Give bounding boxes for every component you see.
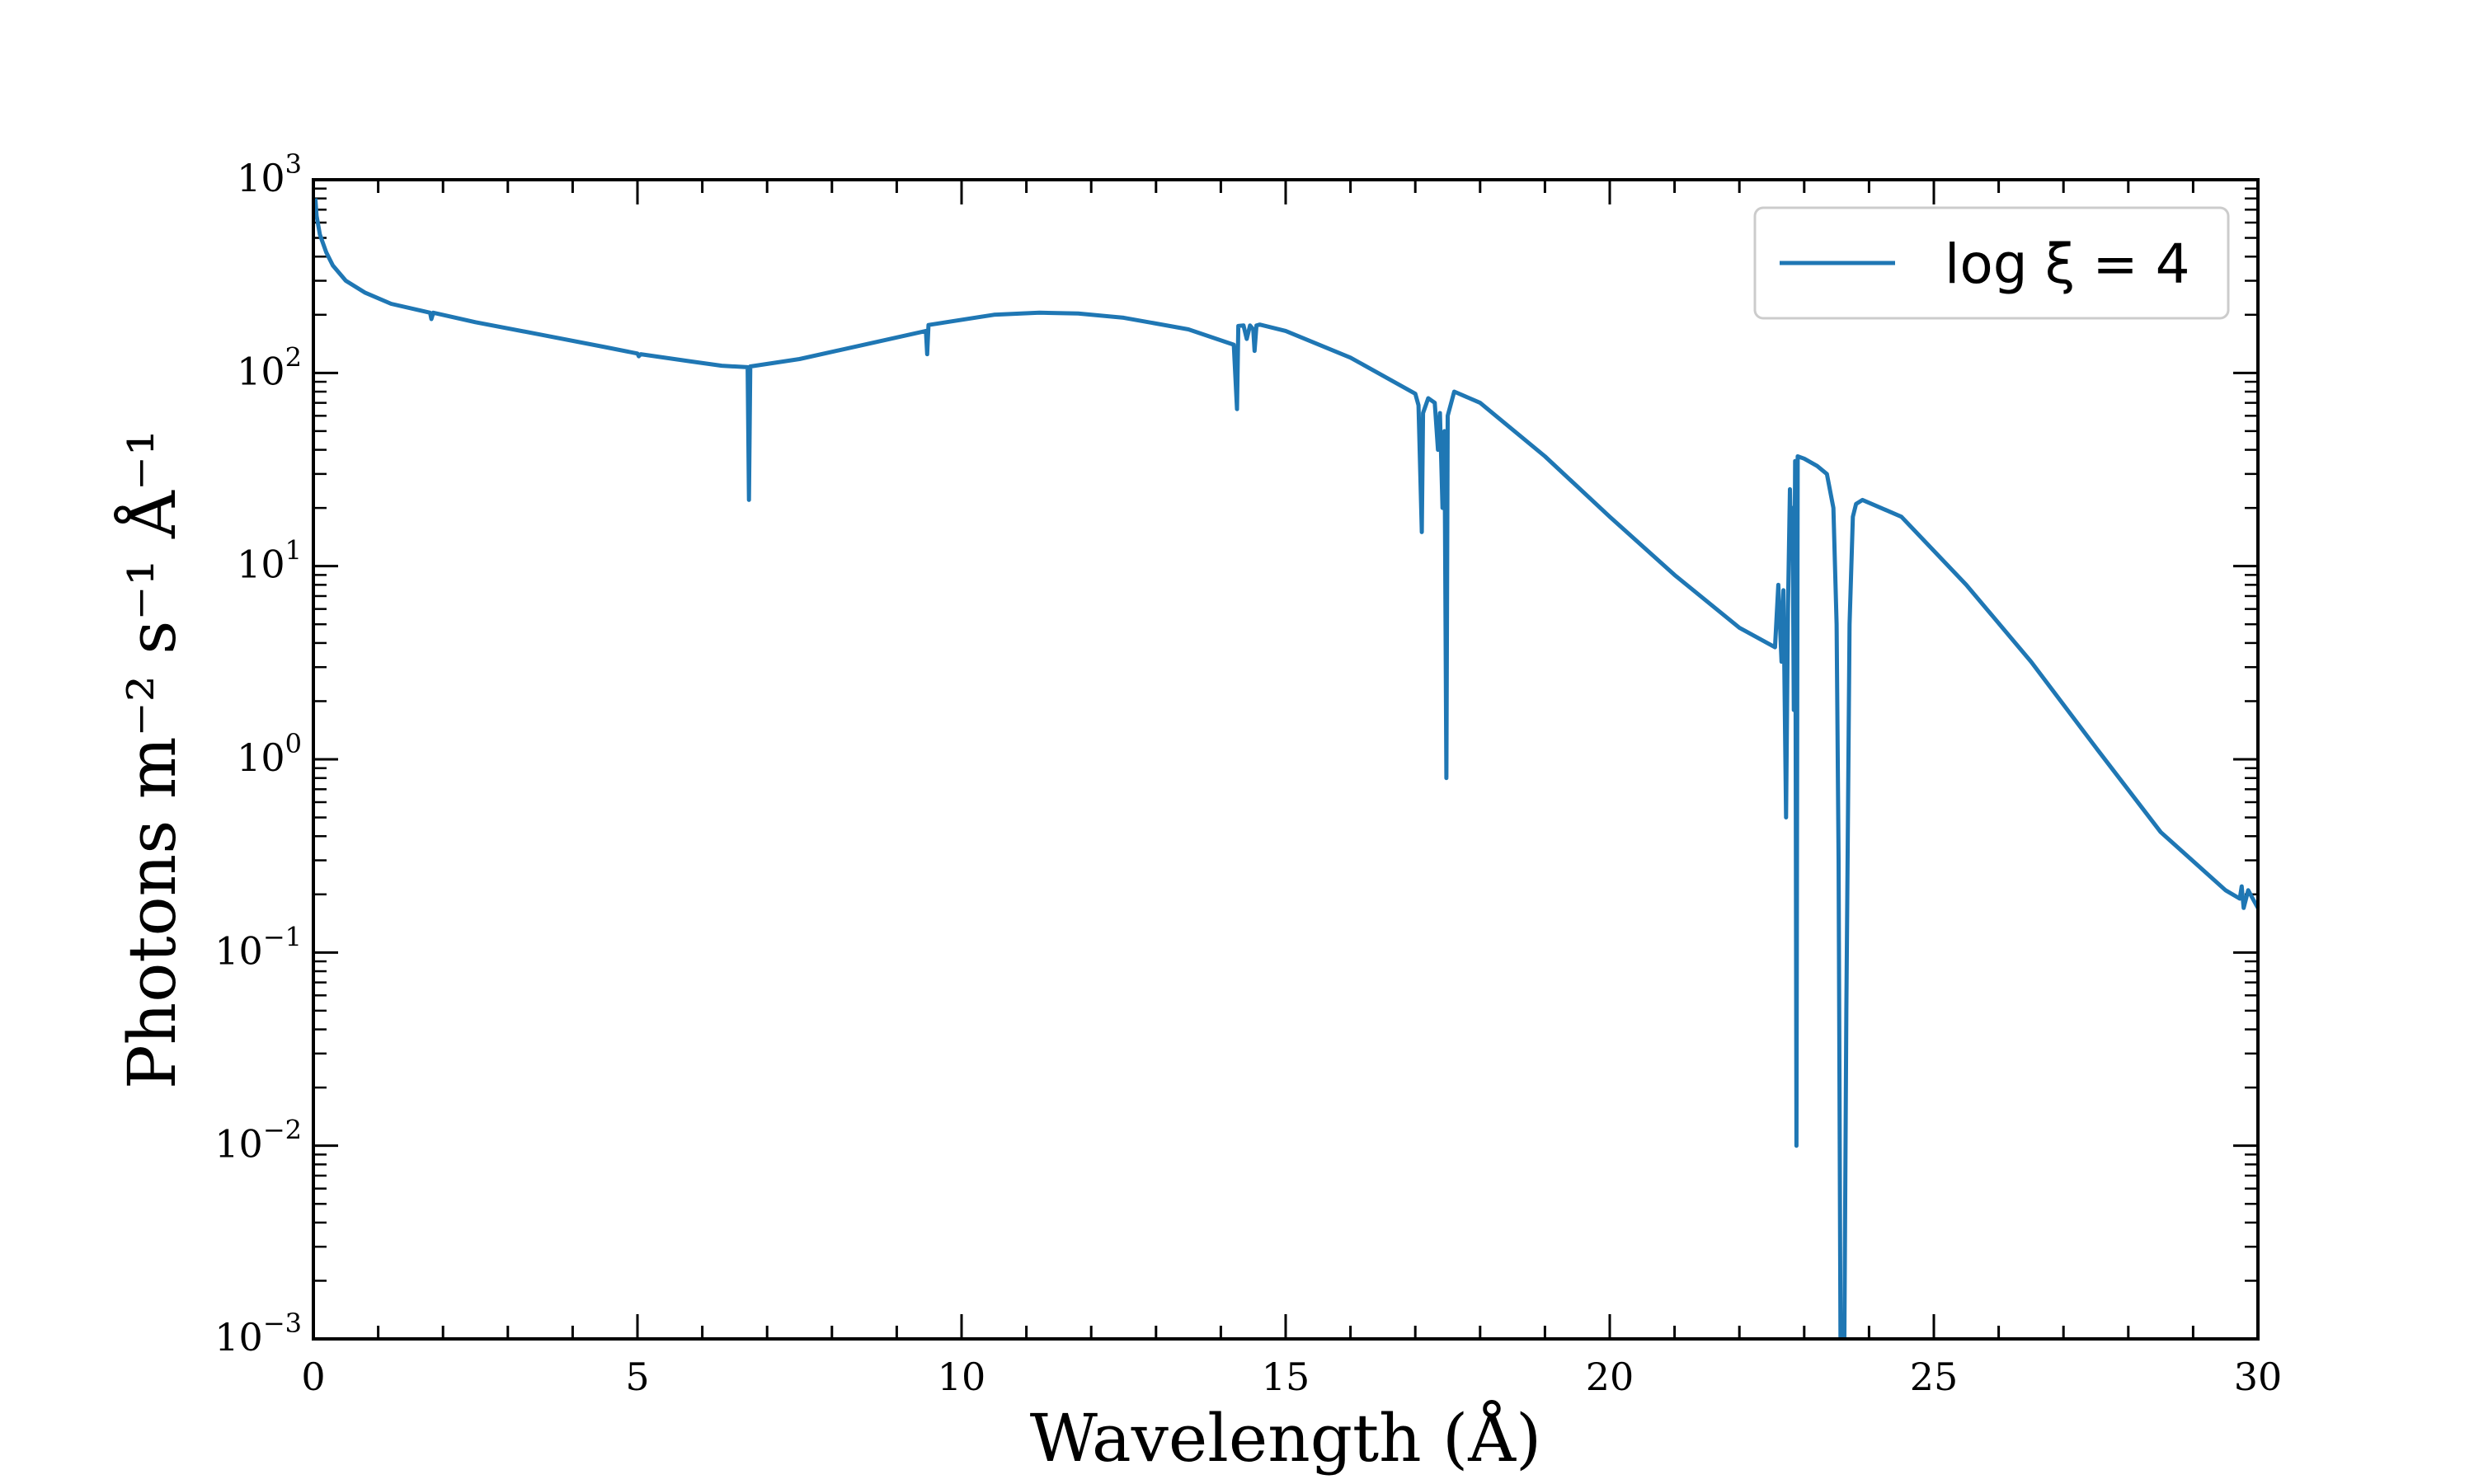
ticks-layer [312,178,2260,1341]
series-layer [313,198,2258,1339]
y-tick-exponent: −2 [263,1115,302,1146]
y-axis-label: Photons m⁻² s⁻¹ Å⁻¹ [113,430,190,1089]
y-tick-base: 10 [214,928,263,973]
x-axis-label: Wavelength (Å) [1030,1399,1541,1477]
legend-box [1753,206,2230,320]
x-tick-label: 10 [938,1355,986,1399]
y-tick-base: 10 [214,1122,263,1167]
x-tick-label: 5 [625,1355,649,1399]
y-tick-label: 10−3 [214,1308,302,1360]
y-tick-label: 10−2 [214,1115,302,1167]
y-tick-label: 100 [237,728,302,780]
y-tick-base: 10 [237,156,285,200]
legend: log ξ = 4 [1753,206,2230,320]
x-tick-label: 15 [1262,1355,1310,1399]
x-tick-label: 20 [1586,1355,1634,1399]
y-tick-label: 102 [237,341,302,393]
y-tick-exponent: 0 [285,728,302,759]
legend-label: log ξ = 4 [1945,232,2190,296]
plot-frame [312,178,2260,1341]
y-tick-label: 103 [237,148,302,200]
y-tick-label: 10−1 [214,921,302,973]
y-tick-base: 10 [237,735,285,780]
series-line-0 [313,198,2258,1339]
y-tick-exponent: 3 [285,148,302,180]
y-tick-base: 10 [237,349,285,393]
y-tick-label: 101 [237,535,302,587]
x-tick-label: 30 [2234,1355,2283,1399]
y-tick-exponent: −3 [263,1308,302,1339]
y-tick-exponent: 1 [285,535,302,566]
x-tick-label: 0 [301,1355,325,1399]
x-tick-label: 25 [1910,1355,1959,1399]
y-tick-base: 10 [214,1315,263,1360]
y-tick-exponent: 2 [285,341,302,373]
y-tick-base: 10 [237,542,285,587]
y-tick-exponent: −1 [263,921,302,952]
